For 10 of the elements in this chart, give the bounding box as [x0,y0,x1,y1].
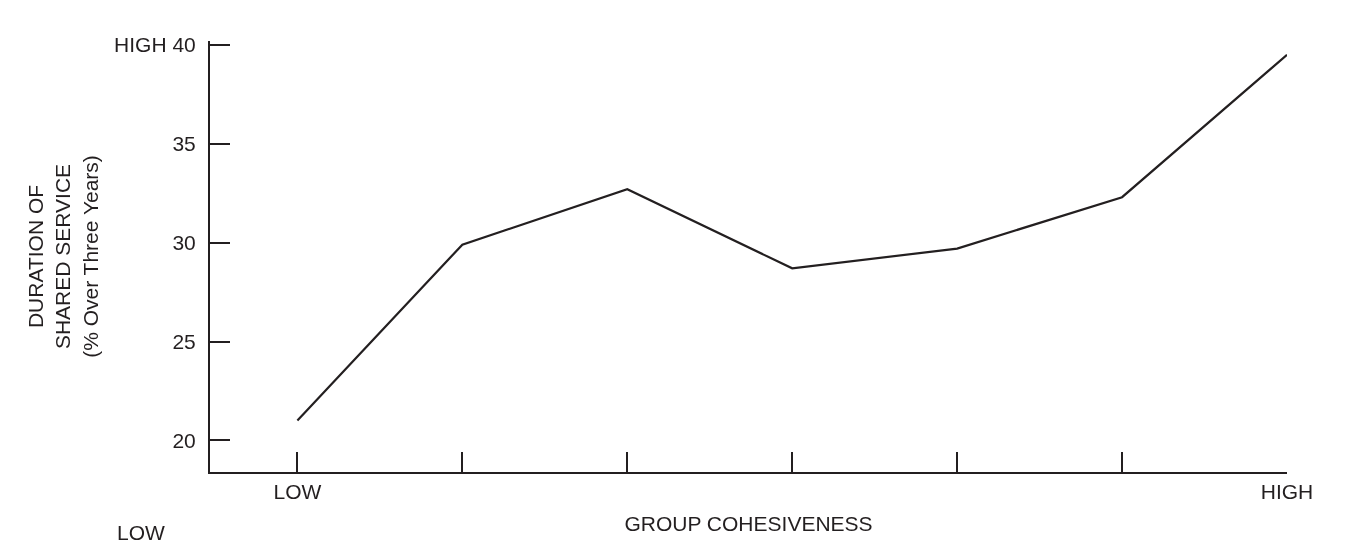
y-tick-label: 30 [172,231,196,255]
y-axis-title: DURATION OF SHARED SERVICE (% Over Three Years) [24,155,102,358]
x-axis-title: GROUP COHESIVENESS [624,511,873,535]
y-tick-label: 20 [172,428,196,452]
y-tick-label: 35 [172,132,196,156]
x-tick-label: HIGH [1260,480,1314,504]
text: LOW [117,521,166,544]
y-tick-label: HIGH 40 [114,33,196,57]
y-tick-label: 25 [172,329,196,353]
line-series [296,53,1287,422]
